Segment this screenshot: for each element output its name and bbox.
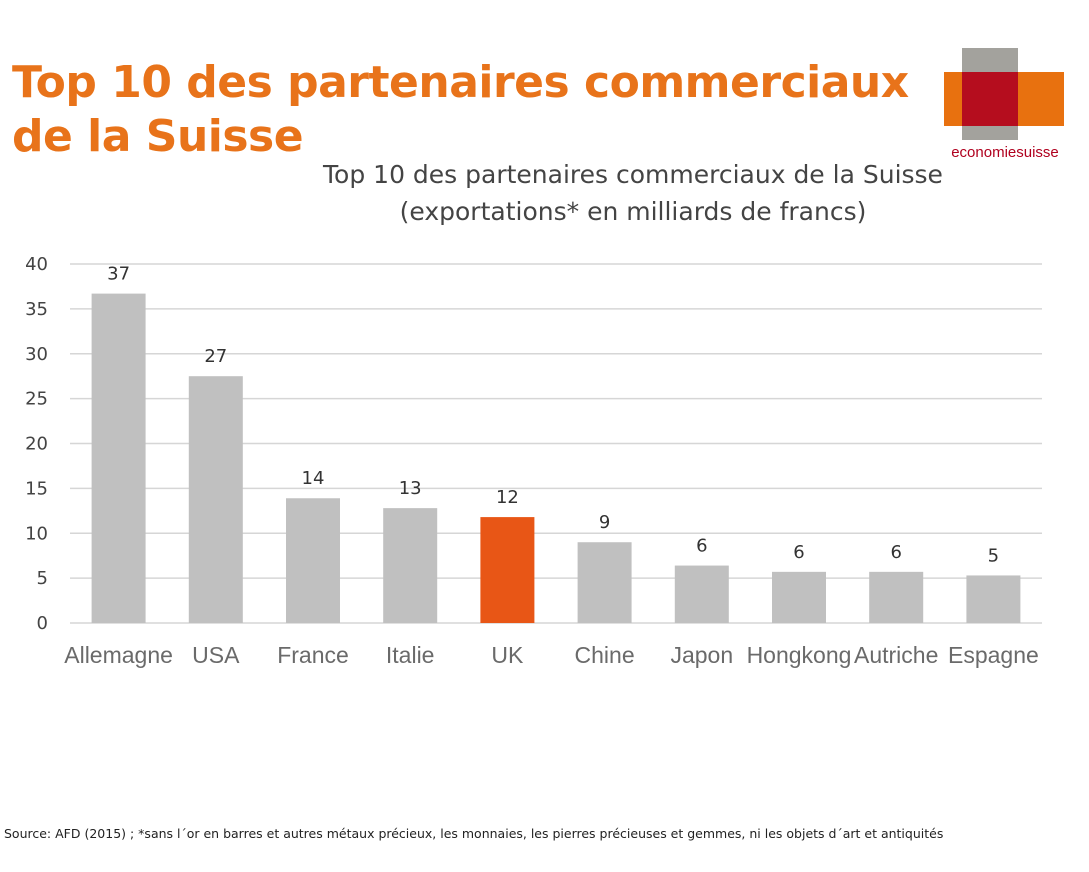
- data-label: 6: [793, 542, 804, 563]
- data-label: 5: [988, 545, 999, 566]
- data-labels: 37 27 14 13 12 9 6 6 6 5: [107, 264, 999, 567]
- bar-espagne: [966, 575, 1021, 623]
- bar-uk: [480, 517, 535, 623]
- y-tick-label: 35: [25, 299, 48, 320]
- bar-chine: [577, 542, 632, 623]
- x-tick-label: Japon: [670, 642, 733, 668]
- x-tick-label: UK: [491, 642, 524, 668]
- y-tick-label: 15: [25, 478, 48, 499]
- x-tick-label: Italie: [386, 642, 435, 668]
- data-label: 12: [496, 487, 519, 508]
- y-tick-label: 40: [25, 254, 48, 275]
- y-tick-label: 20: [25, 434, 48, 455]
- logo-wordmark: economiesuisse: [951, 144, 1059, 161]
- x-tick-label: Chine: [575, 642, 635, 668]
- x-tick-label: Autriche: [854, 642, 938, 668]
- x-tick-label: USA: [192, 642, 240, 668]
- x-tick-label: Hongkong: [747, 642, 852, 668]
- y-axis-ticks: 0 5 10 15 20 25 30 35 40: [25, 254, 48, 634]
- bar-usa: [188, 376, 243, 623]
- economiesuisse-logo: [944, 48, 1064, 140]
- y-tick-label: 30: [25, 344, 48, 365]
- bar-italie: [383, 508, 438, 623]
- x-tick-label: France: [277, 642, 349, 668]
- data-label: 37: [107, 264, 130, 285]
- bar-japon: [674, 565, 729, 623]
- chart-subtitle: (exportations* en milliards de francs): [400, 197, 867, 226]
- data-label: 14: [302, 468, 325, 489]
- y-tick-label: 10: [25, 523, 48, 544]
- logo-red-square: [962, 72, 1018, 126]
- x-tick-label: Espagne: [948, 642, 1039, 668]
- data-label: 9: [599, 512, 610, 533]
- y-tick-label: 0: [37, 613, 48, 634]
- data-label: 6: [696, 536, 707, 557]
- bar-chart: Top 10 des partenaires commerciaux de la…: [25, 160, 1042, 668]
- bar-hongkong: [772, 571, 826, 623]
- bar-france: [286, 498, 340, 623]
- chart-title: Top 10 des partenaires commerciaux de la…: [322, 160, 943, 189]
- page-title: Top 10 des partenaires commerciaux de la…: [12, 57, 909, 162]
- source-note: Source: AFD (2015) ; *sans l´or en barre…: [4, 826, 944, 841]
- x-axis-ticks: Allemagne USA France Italie UK Chine Japon Hong…: [64, 642, 1039, 668]
- bar-autriche: [869, 571, 924, 623]
- x-tick-label: Allemagne: [64, 642, 173, 668]
- y-tick-label: 5: [37, 568, 48, 589]
- data-label: 27: [204, 346, 227, 367]
- bar-allemagne: [91, 293, 146, 623]
- data-label: 13: [399, 478, 422, 499]
- y-tick-label: 25: [25, 389, 48, 410]
- bars: [91, 293, 1021, 623]
- data-label: 6: [890, 542, 901, 563]
